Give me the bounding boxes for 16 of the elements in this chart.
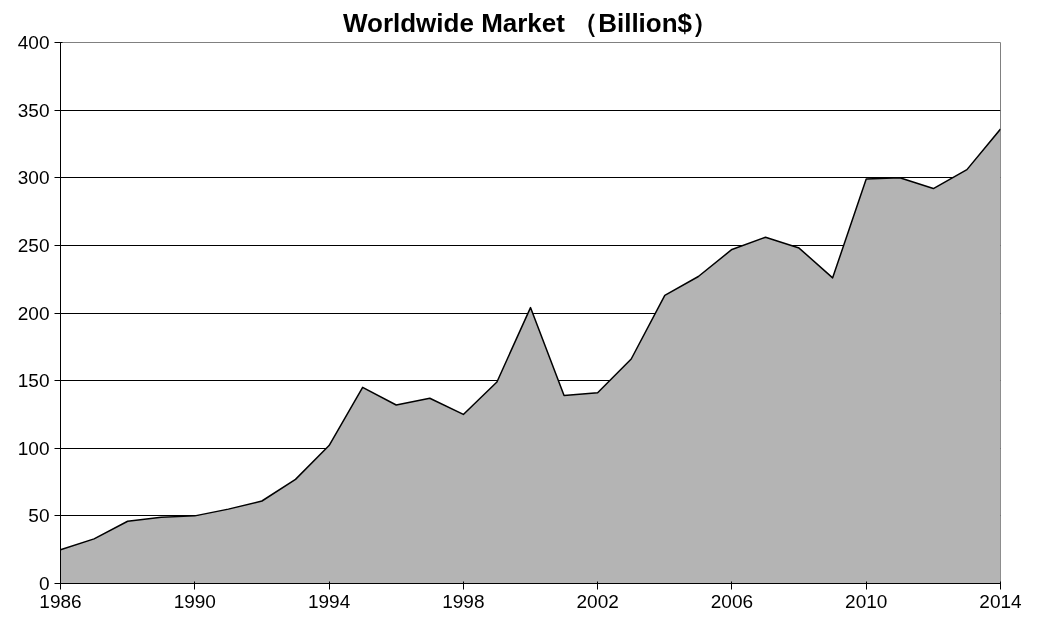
x-tick-label: 2002 xyxy=(576,590,619,612)
y-tick-label: 350 xyxy=(17,99,50,121)
x-tick-label: 1998 xyxy=(442,590,485,612)
y-tick-label: 400 xyxy=(17,32,50,53)
x-tick-label: 2014 xyxy=(979,590,1023,612)
y-tick-label: 150 xyxy=(17,370,50,392)
chart-title: Worldwide Market （Billion$） xyxy=(342,7,719,38)
x-tick-label: 1994 xyxy=(307,590,351,612)
y-tick-label: 250 xyxy=(17,234,50,256)
y-tick-label: 200 xyxy=(17,302,50,324)
y-tick-label: 100 xyxy=(17,437,50,459)
x-tick-label: 2010 xyxy=(845,590,888,612)
x-tick-label: 2006 xyxy=(710,590,754,612)
y-tick-label: 300 xyxy=(17,167,50,189)
y-tick-label: 50 xyxy=(28,505,50,527)
x-tick-label: 1990 xyxy=(173,590,216,612)
